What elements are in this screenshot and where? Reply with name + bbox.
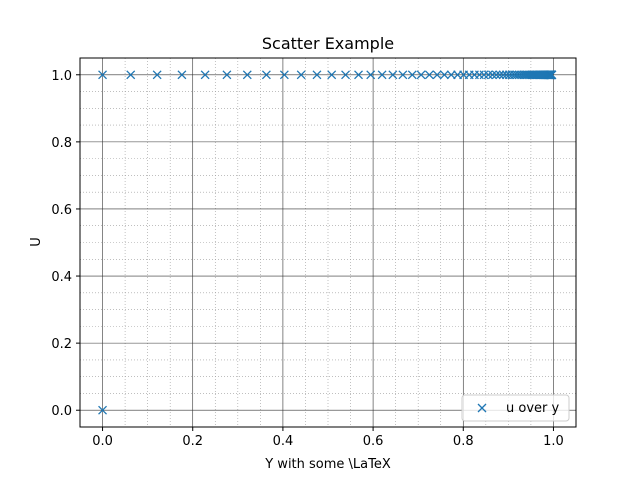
x-axis: 0.0 0.2 0.4 0.6 0.8 1.0: [92, 427, 564, 449]
data-point: [366, 70, 376, 80]
data-point: [152, 70, 162, 80]
data-point: [388, 70, 398, 80]
data-point: [98, 70, 108, 80]
data-point: [354, 70, 363, 80]
y-tick-label: 0.6: [51, 203, 72, 218]
x-tick-label: 0.4: [273, 434, 294, 449]
data-point: [483, 70, 493, 80]
data-point: [479, 70, 489, 80]
y-tick-label: 0.8: [51, 136, 72, 151]
x-tick-label: 0.2: [182, 434, 203, 449]
x-tick-label: 0.0: [92, 434, 113, 449]
data-point: [177, 70, 187, 80]
axes-frame: [79, 57, 577, 428]
legend-box: [461, 394, 570, 422]
legend-entry-label: u over y: [506, 401, 559, 416]
data-point: [296, 70, 306, 80]
data-points: [98, 70, 557, 415]
data-point: [407, 70, 417, 80]
data-point: [312, 70, 322, 80]
data-point: [487, 70, 497, 80]
data-point: [126, 70, 136, 80]
x-tick-label: 0.6: [363, 434, 384, 449]
y-tick-label: 0.2: [51, 337, 72, 352]
data-point: [222, 70, 232, 80]
y-axis-title: U: [29, 237, 44, 247]
major-grid: [80, 58, 576, 427]
axes-border: [79, 57, 577, 428]
data-point: [491, 70, 501, 80]
data-point: [439, 70, 449, 80]
data-point: [242, 70, 252, 80]
data-point: [547, 70, 557, 80]
x-tick-label: 1.0: [543, 434, 564, 449]
data-point: [446, 70, 456, 80]
y-tick-label: 0.0: [51, 404, 72, 419]
x-axis-title: Y with some \LaTeX: [264, 457, 391, 472]
data-point: [98, 405, 108, 415]
data-point: [424, 70, 434, 80]
data-point: [200, 70, 210, 80]
legend-marker-icon: [477, 403, 487, 413]
legend-marker-x: [477, 403, 487, 413]
data-point: [495, 70, 505, 80]
data-point: [341, 70, 350, 80]
data-point: [377, 70, 387, 80]
data-point: [398, 70, 408, 80]
legend: u over y: [461, 394, 570, 422]
data-point: [327, 70, 337, 80]
data-point: [432, 70, 442, 80]
y-tick-label: 1.0: [51, 69, 72, 84]
data-point: [279, 70, 289, 80]
chart-title: Scatter Example: [262, 34, 394, 53]
data-point: [261, 70, 271, 80]
x-tick-label: 0.8: [453, 434, 474, 449]
y-tick-label: 0.4: [51, 270, 72, 285]
y-axis: 0.0 0.2 0.4 0.6 0.8 1.0: [51, 69, 80, 419]
data-point: [416, 70, 426, 80]
